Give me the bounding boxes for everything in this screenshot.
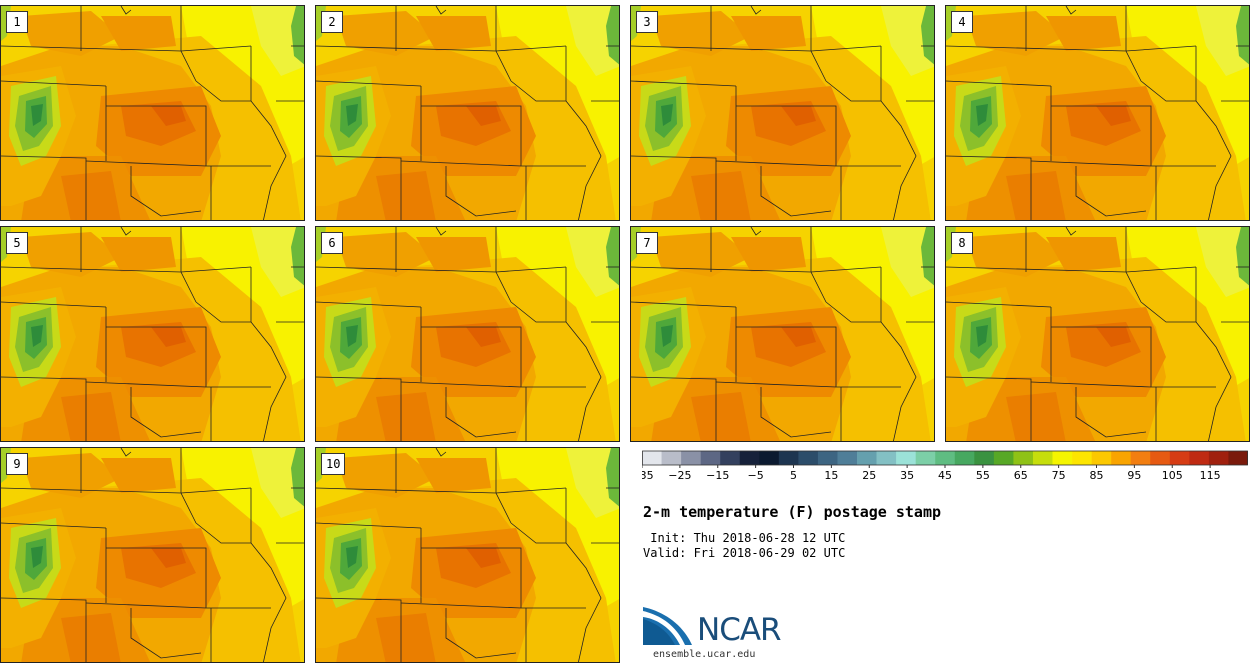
colorbar-swatch — [778, 451, 799, 465]
colorbar-tick-label: 15 — [824, 469, 838, 482]
colorbar-swatch — [798, 451, 819, 465]
colorbar-swatch — [661, 451, 682, 465]
ensemble-member-panel: 2 — [315, 5, 620, 221]
colorbar-swatch — [642, 451, 662, 465]
colorbar-swatch — [1208, 451, 1229, 465]
ensemble-member-panel: 8 — [945, 226, 1250, 442]
colorbar-swatch — [1032, 451, 1053, 465]
temperature-map — [946, 227, 1249, 441]
ensemble-member-panel: 10 — [315, 447, 620, 663]
colorbar-swatch — [954, 451, 975, 465]
colorbar-swatch — [1091, 451, 1112, 465]
colorbar-swatch — [1052, 451, 1073, 465]
colorbar-tick-label: −35 — [642, 469, 654, 482]
site-url: ensemble.ucar.edu — [653, 649, 756, 660]
ensemble-member-panel: 9 — [0, 447, 305, 663]
temperature-map — [631, 6, 934, 220]
colorbar-swatch — [837, 451, 858, 465]
valid-time: Valid: Fri 2018-06-29 02 UTC — [643, 546, 846, 560]
ensemble-member-panel: 3 — [630, 5, 935, 221]
colorbar-swatch — [700, 451, 721, 465]
temperature-map — [1, 448, 304, 662]
colorbar-tick-label: 45 — [938, 469, 952, 482]
ensemble-member-panel: 7 — [630, 226, 935, 442]
ensemble-member-panel: 6 — [315, 226, 620, 442]
temperature-map — [631, 227, 934, 441]
ncar-logo-icon — [643, 607, 692, 645]
colorbar-tick-label: 85 — [1090, 469, 1104, 482]
colorbar-swatch — [817, 451, 838, 465]
colorbar-tick-label: 95 — [1127, 469, 1141, 482]
temperature-map — [316, 6, 619, 220]
colorbar-swatch — [876, 451, 897, 465]
colorbar-swatch — [1169, 451, 1190, 465]
temperature-map — [316, 448, 619, 662]
colorbar-swatch — [1013, 451, 1034, 465]
panel-number-label: 10 — [321, 453, 346, 475]
figure-title: 2-m temperature (F) postage stamp — [643, 503, 942, 521]
colorbar-tick-label: −5 — [748, 469, 764, 482]
colorbar-swatch — [681, 451, 701, 465]
panel-number-label: 6 — [321, 232, 343, 254]
colorbar-tick-label: 25 — [862, 469, 876, 482]
colorbar-swatch — [1072, 451, 1092, 465]
panel-number-label: 9 — [6, 453, 28, 475]
ensemble-member-panel: 1 — [0, 5, 305, 221]
colorbar-tick-label: 65 — [1014, 469, 1028, 482]
temperature-colorbar: −35 −25 −15 −5 5 15 25 35 45 55 65 75 85 95 105 115 — [642, 450, 1248, 482]
colorbar-swatch — [720, 451, 741, 465]
colorbar-tick-label: 105 — [1162, 469, 1183, 482]
colorbar-tick-label: 115 — [1200, 469, 1221, 482]
colorbar-swatch — [1111, 451, 1132, 465]
temperature-map — [316, 227, 619, 441]
colorbar-tick-label: 75 — [1052, 469, 1066, 482]
temperature-map — [1, 227, 304, 441]
temperature-map — [946, 6, 1249, 220]
colorbar-tick-label: 5 — [790, 469, 797, 482]
panel-number-label: 2 — [321, 11, 343, 33]
panel-number-label: 4 — [951, 11, 973, 33]
colorbar-tick-label: −25 — [668, 469, 691, 482]
colorbar-swatch — [857, 451, 877, 465]
colorbar-swatch — [1150, 451, 1171, 465]
panel-number-label: 8 — [951, 232, 973, 254]
init-time: Init: Thu 2018-06-28 12 UTC — [643, 531, 846, 545]
colorbar-swatch — [993, 451, 1014, 465]
colorbar-swatch — [759, 451, 780, 465]
panel-number-label: 3 — [636, 11, 658, 33]
colorbar-swatch — [1189, 451, 1210, 465]
temperature-map — [1, 6, 304, 220]
init-valid-times: Init: Thu 2018-06-28 12 UTC Valid: Fri 2… — [643, 531, 845, 561]
colorbar-tick-label: 35 — [900, 469, 914, 482]
colorbar-swatch — [974, 451, 995, 465]
colorbar-swatch — [739, 451, 760, 465]
panel-number-label: 7 — [636, 232, 658, 254]
colorbar-swatch — [896, 451, 916, 465]
colorbar-tick-label: −15 — [706, 469, 729, 482]
colorbar-tick-label: 55 — [976, 469, 990, 482]
ncar-wordmark: NCAR — [697, 612, 782, 648]
panel-number-label: 5 — [6, 232, 28, 254]
ensemble-member-panel: 5 — [0, 226, 305, 442]
colorbar-swatch — [935, 451, 956, 465]
colorbar-swatch — [1130, 451, 1151, 465]
panel-number-label: 1 — [6, 11, 28, 33]
colorbar-swatch — [1228, 451, 1248, 465]
ensemble-member-panel: 4 — [945, 5, 1250, 221]
colorbar-swatch — [915, 451, 936, 465]
